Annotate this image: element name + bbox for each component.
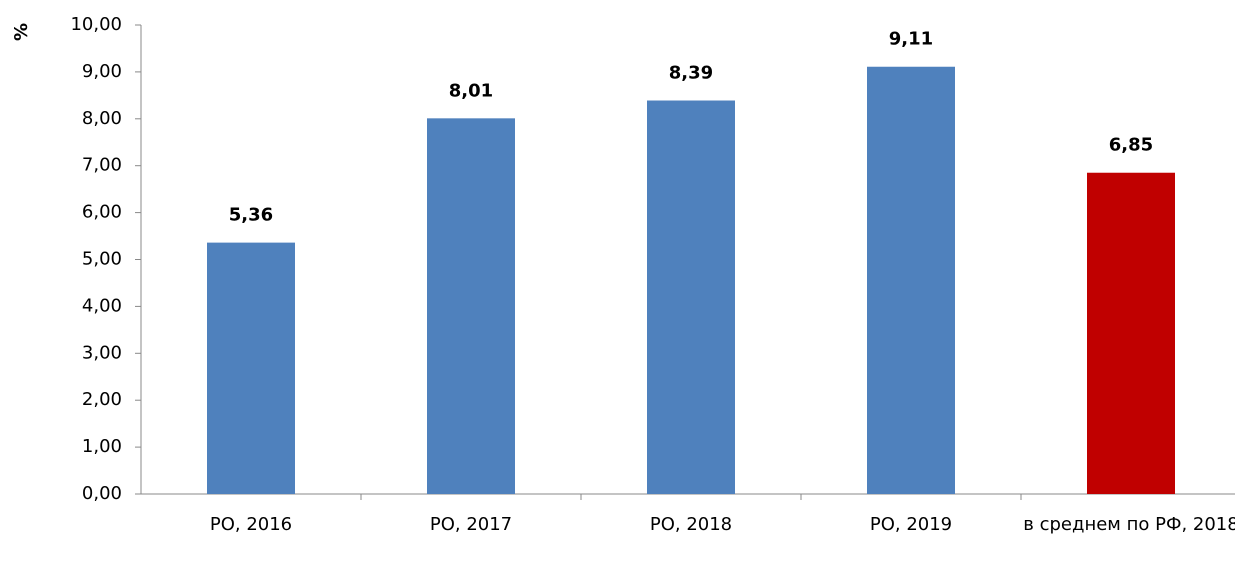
y-tick-label: 2,00	[82, 389, 122, 410]
bar	[207, 242, 295, 494]
x-tick-label: в среднем по РФ, 2018	[1023, 514, 1235, 535]
bar	[427, 118, 515, 495]
y-axis-label: %	[11, 23, 32, 41]
y-tick-label: 10,00	[70, 14, 122, 35]
data-label: 5,36	[229, 205, 273, 226]
x-tick-label: РО, 2018	[649, 514, 733, 535]
data-label: 8,39	[669, 63, 713, 84]
y-tick-label: 1,00	[82, 436, 122, 457]
bar	[647, 100, 735, 494]
y-tick-label: 8,00	[82, 108, 122, 129]
y-tick-label: 9,00	[82, 61, 122, 82]
bar	[867, 66, 955, 494]
y-tick-label: 0,00	[82, 483, 122, 504]
y-tick-label: 3,00	[82, 342, 122, 363]
data-label: 8,01	[449, 80, 493, 101]
y-tick-label: 5,00	[82, 249, 122, 270]
y-tick-label: 6,00	[82, 202, 122, 223]
data-label: 6,85	[1109, 135, 1153, 156]
bar	[1087, 172, 1175, 495]
x-tick-label: РО, 2019	[869, 514, 953, 535]
y-tick-label: 7,00	[82, 155, 122, 176]
data-label: 9,11	[889, 29, 933, 50]
x-tick-label: РО, 2017	[429, 514, 513, 535]
x-tick-label: РО, 2016	[209, 514, 293, 535]
y-tick-label: 4,00	[82, 295, 122, 316]
